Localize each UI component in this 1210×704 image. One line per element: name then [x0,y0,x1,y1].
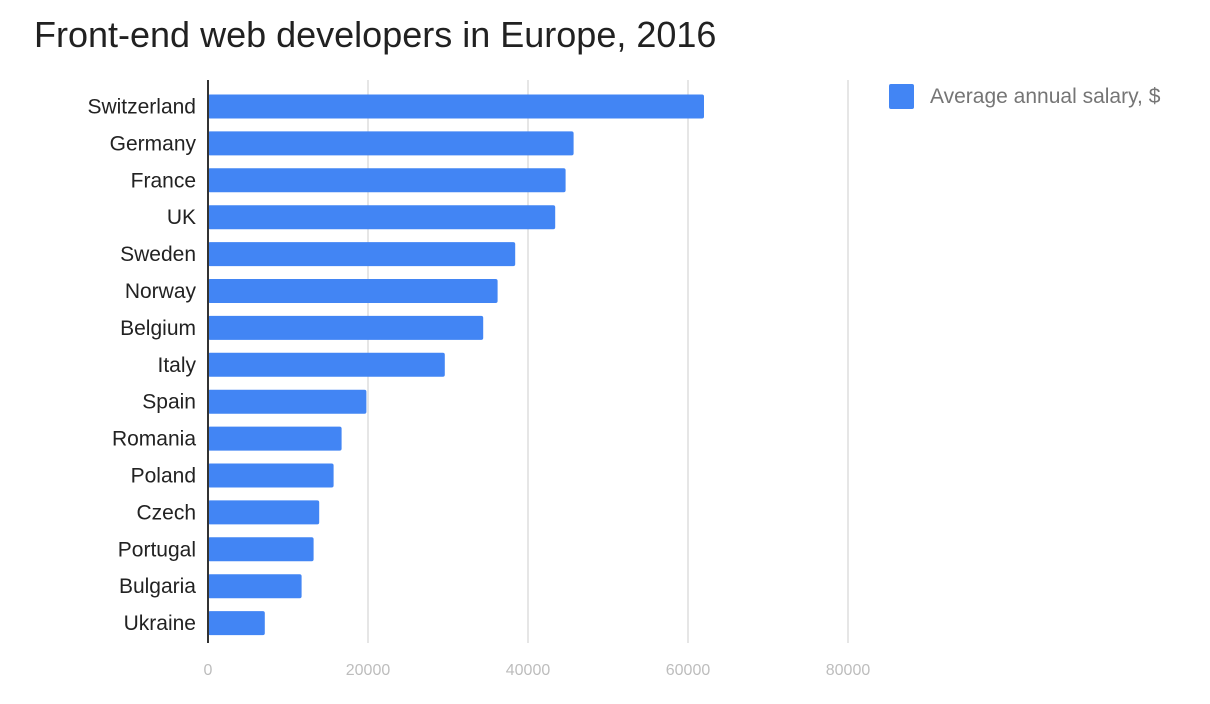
bar [208,574,302,599]
category-label: Germany [110,132,197,155]
bar [208,279,498,303]
category-label: Sweden [120,243,196,266]
bar [208,463,334,488]
x-tick-label: 80000 [826,662,871,679]
bar [208,94,704,119]
category-label: Switzerland [87,96,196,119]
category-label: Romania [112,428,196,451]
bar [208,500,320,525]
bar [208,611,265,636]
category-label: Portugal [118,538,196,561]
bar [208,205,556,230]
bar [208,242,516,267]
category-label: Belgium [120,317,196,340]
bar [208,168,566,193]
category-label: Bulgaria [119,575,196,598]
category-label: UK [167,206,196,229]
x-tick-label: 40000 [506,662,551,679]
x-tick-label: 0 [204,662,213,679]
bar [208,315,484,340]
bar [208,426,342,451]
chart-title: Front-end web developers in Europe, 2016 [34,14,717,55]
category-label: Poland [131,465,196,488]
bar [208,352,445,377]
bar [208,389,367,414]
x-tick-label: 60000 [666,662,711,679]
bar [208,537,314,562]
category-label: Norway [125,280,197,303]
category-label: Spain [142,391,196,414]
category-label: France [131,169,196,192]
category-label: Ukraine [124,612,196,635]
category-label: Czech [136,501,196,524]
legend: Average annual salary, $ [889,84,1160,109]
legend-label: Average annual salary, $ [930,84,1161,108]
category-label: Italy [157,354,196,377]
x-tick-label: 20000 [346,662,391,679]
bar [208,131,574,156]
legend-swatch [889,84,914,109]
